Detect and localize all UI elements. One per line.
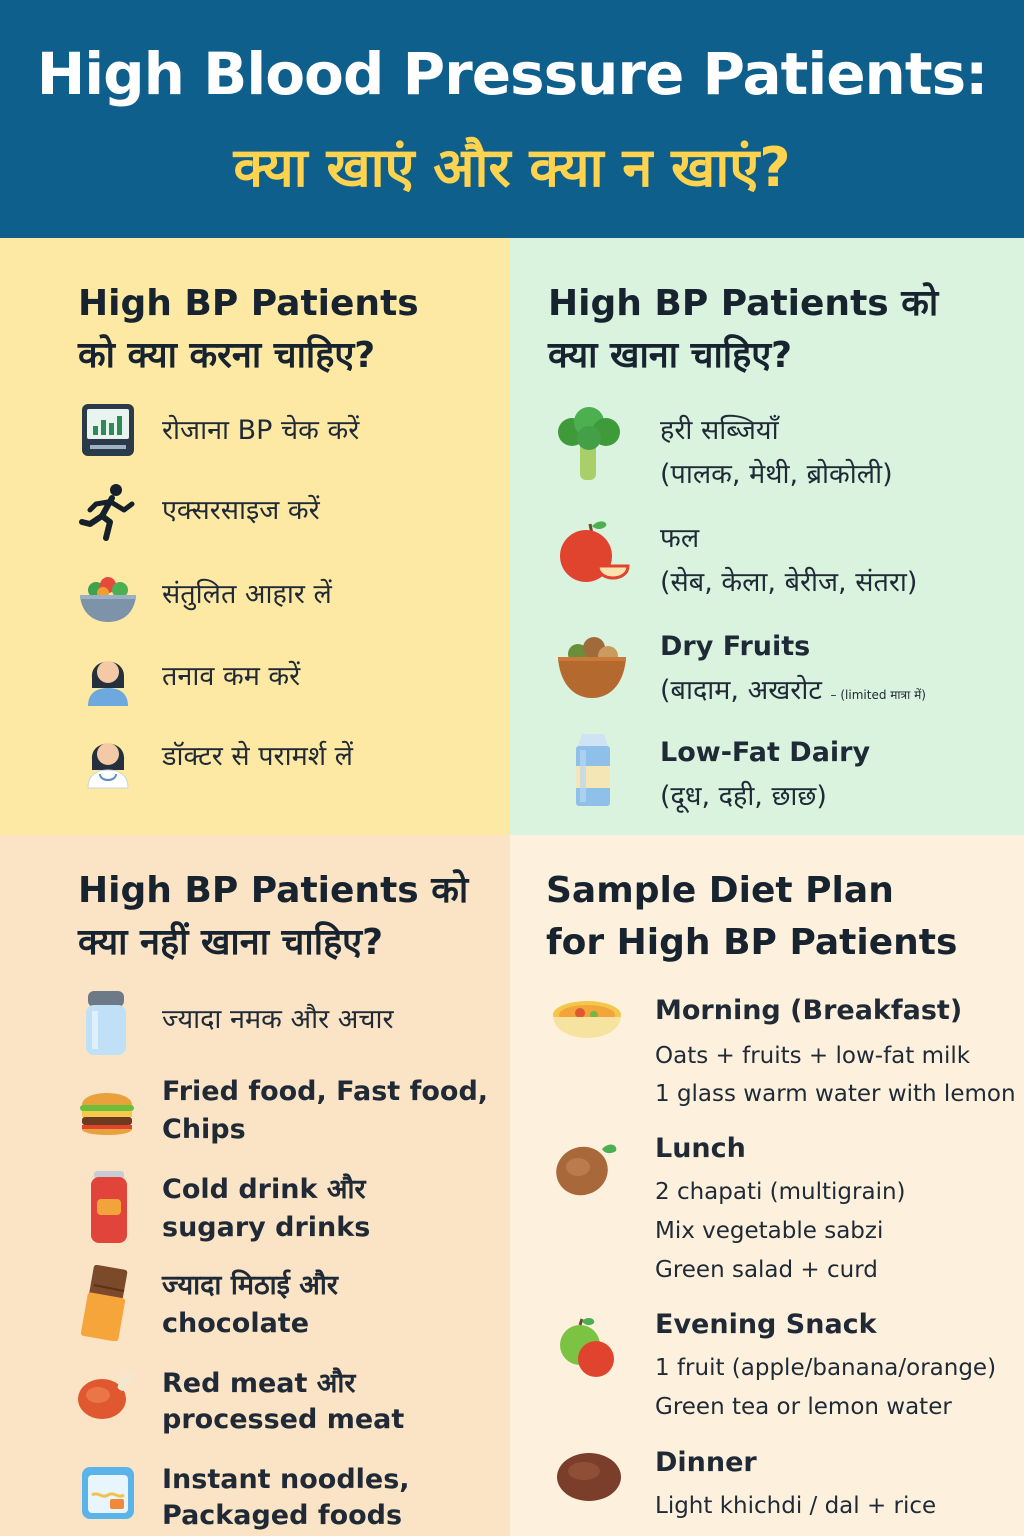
eat-panel: High BP Patients को क्या खाना चाहिए? हरी…: [510, 238, 1024, 835]
meal-line: Mix vegetable sabzi: [655, 1218, 884, 1244]
meal-name: Morning (Breakfast): [655, 995, 963, 1026]
dos-item-label: संतुलित आहार लें: [162, 579, 332, 610]
avoid-item-detail: processed meat: [162, 1404, 405, 1435]
fruits-icon: [560, 1317, 614, 1377]
eat-item-detail: (दूध, दही, छाछ): [660, 781, 827, 812]
meal-line: 1 glass warm water with lemon: [655, 1081, 1016, 1107]
eat-item-label: Low-Fat Dairy: [660, 737, 871, 768]
avoid-item-label: Fried food, Fast food,: [162, 1076, 489, 1107]
avoid-item-label: Instant noodles,: [162, 1464, 410, 1495]
avoid-item-label: Red meat और: [162, 1368, 356, 1399]
chocolate-icon: [80, 1265, 128, 1341]
meal-name: Evening Snack: [655, 1309, 877, 1340]
eat-item-label: हरी सब्जियाँ: [660, 415, 779, 446]
eat-item-label: फल: [660, 523, 700, 554]
bp-monitor-icon: [82, 404, 134, 456]
dos-title: High BP Patients को क्या करना चाहिए?: [78, 283, 419, 376]
noodles-icon: [82, 1467, 134, 1519]
meal-name: Dinner: [655, 1447, 757, 1478]
avoid-item-detail: Packaged foods: [162, 1500, 403, 1531]
dos-item-label: तनाव कम करें: [162, 661, 301, 692]
doctor-icon: [87, 743, 129, 789]
eat-item-detail: (सेब, केला, बेरीज, संतरा): [660, 567, 918, 598]
breakfast-bowl-icon: [553, 1001, 621, 1038]
eat-item-note: – (limited मात्रा में): [830, 688, 926, 702]
dos-item-label: डॉक्टर से परामर्श लें: [162, 741, 353, 772]
avoid-item-label: ज्यादा नमक और अचार: [162, 1004, 394, 1035]
soda-can-icon: [91, 1171, 127, 1243]
eat-title: High BP Patients को क्या खाना चाहिए?: [548, 283, 939, 376]
eat-item-label: Dry Fruits: [660, 631, 811, 662]
meal-line: Green salad + curd: [655, 1257, 878, 1283]
dos-item-label: एक्सरसाइज करें: [162, 495, 320, 526]
nut-bowl-icon: [558, 637, 626, 698]
meal-name: Lunch: [655, 1133, 746, 1164]
apple-icon: [560, 521, 630, 582]
salad-bowl-icon: [80, 577, 136, 622]
dos-item-label: रोजाना BP चेक करें: [162, 415, 360, 446]
avoid-item-label: ज्यादा मिठाई और: [162, 1270, 338, 1301]
chapati-icon: [556, 1144, 617, 1196]
running-person-icon: [79, 484, 135, 541]
woman-icon: [88, 661, 128, 706]
burger-icon: [80, 1093, 134, 1135]
salt-shaker-icon: [86, 991, 126, 1055]
meat-icon: [78, 1371, 134, 1419]
diet-plan-panel: Sample Diet Plan for High BP Patients Mo…: [510, 835, 1024, 1536]
page-subtitle: क्या खाएं और क्या न खाएं?: [233, 136, 791, 199]
avoid-item-detail: Chips: [162, 1114, 246, 1145]
page-title: High Blood Pressure Patients:: [36, 40, 989, 108]
broccoli-icon: [558, 407, 620, 480]
meal-line: Oats + fruits + low-fat milk: [655, 1043, 971, 1069]
milk-carton-icon: [576, 734, 610, 806]
meal-line: 2 chapati (multigrain): [655, 1179, 906, 1205]
avoid-item-label: Cold drink और: [162, 1174, 366, 1205]
avoid-item-detail: sugary drinks: [162, 1212, 371, 1243]
meal-line: 1 fruit (apple/banana/orange): [655, 1355, 997, 1381]
diet-plan-title: Sample Diet Plan for High BP Patients: [546, 870, 958, 963]
avoid-title: High BP Patients को क्या नहीं खाना चाहिए…: [78, 870, 469, 963]
avoid-item-detail: chocolate: [162, 1308, 310, 1339]
eat-item-detail: (पालक, मेथी, ब्रोकोली): [660, 459, 893, 490]
eat-item-detail: (बादाम, अखरोट – (limited मात्रा में): [660, 675, 926, 706]
meal-line: Light khichdi / dal + rice: [655, 1493, 937, 1519]
header-banner: High Blood Pressure Patients: क्या खाएं …: [0, 0, 1024, 238]
dos-panel: High BP Patients को क्या करना चाहिए? रोज…: [0, 238, 510, 835]
avoid-panel: High BP Patients को क्या नहीं खाना चाहिए…: [0, 835, 510, 1536]
dinner-icon: [557, 1453, 621, 1501]
meal-line: Green tea or lemon water: [655, 1394, 952, 1420]
